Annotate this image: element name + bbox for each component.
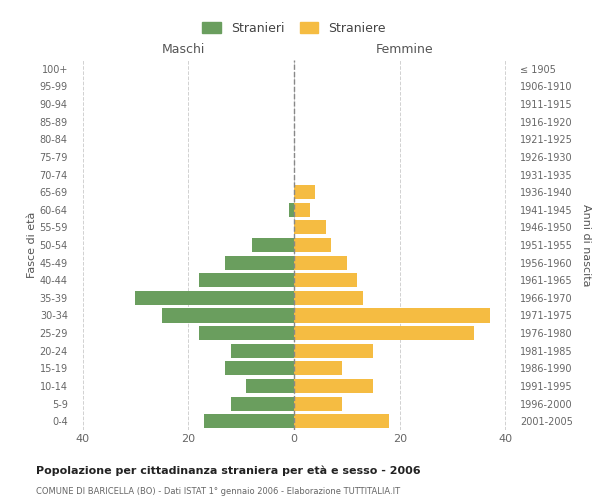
Bar <box>294 256 347 270</box>
Y-axis label: Anni di nascita: Anni di nascita <box>581 204 592 286</box>
Bar <box>294 344 373 358</box>
Bar <box>225 256 294 270</box>
Bar <box>230 344 294 358</box>
Y-axis label: Fasce di età: Fasce di età <box>26 212 37 278</box>
Bar <box>136 291 294 305</box>
Bar <box>289 202 294 217</box>
Bar <box>230 396 294 410</box>
Text: COMUNE DI BARICELLA (BO) - Dati ISTAT 1° gennaio 2006 - Elaborazione TUTTITALIA.: COMUNE DI BARICELLA (BO) - Dati ISTAT 1°… <box>36 488 400 496</box>
Bar <box>199 273 294 287</box>
Bar <box>204 414 294 428</box>
Text: Popolazione per cittadinanza straniera per età e sesso - 2006: Popolazione per cittadinanza straniera p… <box>36 466 421 476</box>
Text: Maschi: Maschi <box>161 44 205 57</box>
Bar <box>294 414 389 428</box>
Bar <box>294 326 474 340</box>
Bar <box>294 185 315 199</box>
Bar <box>225 362 294 376</box>
Bar <box>252 238 294 252</box>
Bar <box>294 291 363 305</box>
Bar <box>294 220 326 234</box>
Bar <box>294 273 358 287</box>
Bar <box>294 202 310 217</box>
Legend: Stranieri, Straniere: Stranieri, Straniere <box>202 22 386 35</box>
Bar <box>294 238 331 252</box>
Bar <box>162 308 294 322</box>
Bar <box>294 362 341 376</box>
Bar <box>294 396 341 410</box>
Text: Femmine: Femmine <box>376 44 434 57</box>
Bar <box>247 379 294 393</box>
Bar <box>199 326 294 340</box>
Bar <box>294 379 373 393</box>
Bar <box>294 308 490 322</box>
